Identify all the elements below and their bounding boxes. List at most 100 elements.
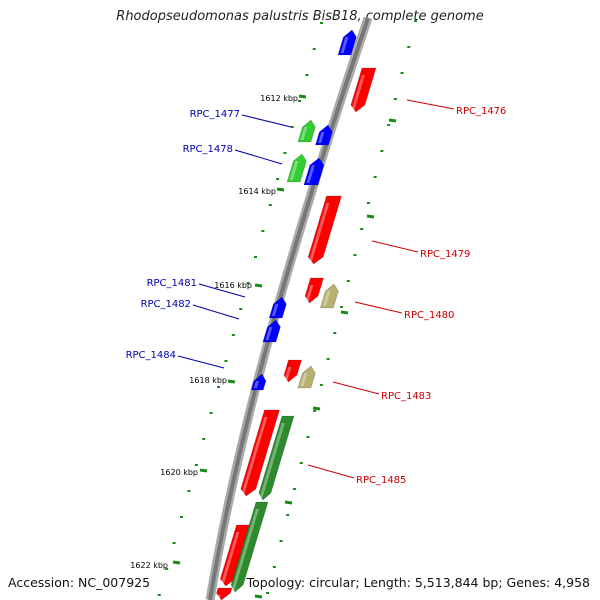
gene-label-forward: RPC_1482	[141, 299, 191, 310]
label-leader-line	[241, 114, 292, 128]
forward-cds-rpc-1482	[262, 319, 281, 343]
track-dot	[326, 358, 330, 360]
track-dot	[286, 514, 290, 516]
label-leader-line	[307, 464, 355, 479]
tick-label: 1618 kbp	[189, 376, 227, 385]
label-leader-line	[371, 240, 419, 253]
genome-title: Rhodopseudomonas palustris BisB18, compl…	[116, 9, 484, 24]
forward-cds-rpc-1481	[268, 296, 287, 319]
forward-cds-top	[337, 29, 357, 56]
gene-label-reverse: RPC_1479	[420, 249, 470, 260]
kbp-ticks: 1612 kbp 1614 kbp 1616 kbp 1618 kbp 1620 kbp…	[130, 94, 397, 599]
reverse-cds-rpc-1483	[283, 359, 302, 383]
reverse-cds-bottom	[219, 524, 252, 587]
track-dot	[279, 540, 283, 542]
track-dot	[172, 542, 176, 544]
track-dot	[292, 488, 296, 490]
track-dot	[202, 438, 206, 440]
track-dot	[353, 254, 357, 256]
track-dot	[298, 100, 302, 102]
gene-label-forward: RPC_1484	[126, 350, 176, 361]
tick-mark	[298, 94, 307, 99]
tick-label: 1614 kbp	[238, 187, 276, 196]
gene-label-reverse: RPC_1480	[404, 310, 454, 321]
track-dot	[157, 594, 161, 596]
track-dot	[407, 46, 411, 48]
label-leader-line	[198, 283, 246, 298]
gene-label-reverse: RPC_1476	[456, 106, 506, 117]
tick-label: 1612 kbp	[260, 94, 298, 103]
track-dot	[194, 464, 198, 466]
gene-label-forward: RPC_1481	[147, 278, 197, 289]
track-dot	[380, 150, 384, 152]
forward-cds-rpc-1477	[315, 124, 333, 146]
tick-mark	[254, 283, 263, 288]
label-leader-line	[354, 301, 403, 314]
gene-labels: RPC_1477 RPC_1478 RPC_1481 RPC_1482 RPC_1484…	[126, 99, 506, 486]
track-dot	[290, 126, 294, 128]
rna-rpc-1478	[286, 153, 307, 183]
feature-rpc-1483	[297, 365, 316, 389]
feature-rpc-1480	[319, 283, 339, 309]
track-dot	[187, 490, 191, 492]
track-dot	[312, 48, 316, 50]
tick-label: 1616 kbp	[214, 281, 252, 290]
track-dot	[261, 230, 265, 232]
reverse-cds-rpc-1485	[240, 409, 280, 497]
track-dot	[224, 360, 228, 362]
track-dot	[209, 412, 213, 414]
track-dot	[266, 592, 270, 594]
track-dot	[393, 98, 397, 100]
track-dot	[320, 22, 323, 24]
track-dot	[306, 436, 310, 438]
outer-dot-track	[266, 20, 417, 594]
forward-cds-rpc-1478	[303, 157, 325, 186]
tick-label: 1620 kbp	[160, 468, 198, 477]
track-dot	[246, 282, 250, 284]
track-dot	[272, 566, 276, 568]
inner-dot-track	[157, 22, 323, 596]
label-leader-line	[406, 99, 455, 110]
track-dot	[179, 516, 183, 518]
track-dot	[217, 386, 221, 388]
track-dot	[239, 308, 243, 310]
track-dot	[333, 332, 337, 334]
track-dot	[387, 124, 391, 126]
genome-summary-text: Topology: circular; Length: 5,513,844 bp…	[246, 575, 590, 590]
reverse-cds-rpc-1480	[304, 277, 324, 304]
tick-mark	[284, 500, 293, 505]
gene-features	[216, 29, 377, 600]
tick-mark	[366, 214, 375, 219]
track-dot	[305, 74, 309, 76]
tick-mark	[254, 594, 263, 599]
accession-text: Accession: NC_007925	[8, 575, 151, 590]
tick-mark	[227, 379, 236, 384]
track-dot	[165, 568, 169, 570]
track-dot	[400, 72, 404, 74]
forward-cds-rpc-1484	[250, 373, 267, 391]
gene-label-forward: RPC_1478	[183, 144, 233, 155]
tick-mark	[340, 310, 349, 315]
track-dot	[366, 202, 370, 204]
label-leader-line	[192, 304, 240, 320]
gene-label-reverse: RPC_1485	[356, 475, 406, 486]
rna-rpc-1485	[258, 415, 295, 501]
tick-mark	[172, 560, 181, 565]
label-leader-line	[177, 355, 225, 369]
reverse-cds-edge	[216, 587, 233, 600]
rna-bottom	[230, 501, 269, 593]
reverse-cds-rpc-1479	[307, 195, 342, 265]
track-dot	[360, 228, 364, 230]
track-dot	[276, 178, 280, 180]
track-dot	[340, 306, 344, 308]
track-dot	[373, 176, 377, 178]
track-dot	[346, 280, 350, 282]
gene-label-reverse: RPC_1483	[381, 391, 431, 402]
track-dot	[253, 256, 257, 258]
label-leader-line	[234, 149, 283, 165]
tick-mark	[388, 118, 397, 123]
track-dot	[414, 20, 417, 22]
genome-backbone	[205, 16, 373, 600]
track-dot	[231, 334, 235, 336]
